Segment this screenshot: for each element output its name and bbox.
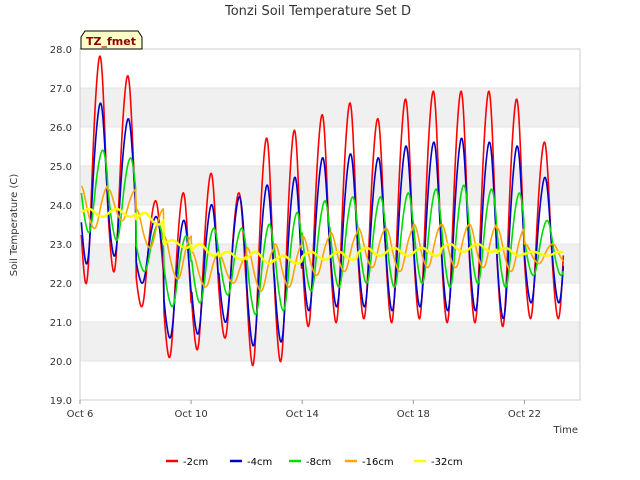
x-tick-label: Oct 14 bbox=[286, 409, 319, 420]
legend-label: -16cm bbox=[362, 457, 394, 468]
badge-box bbox=[80, 30, 143, 50]
y-tick-label: 20.0 bbox=[50, 357, 72, 368]
x-tick-label: Oct 6 bbox=[67, 409, 94, 420]
legend-label: -4cm bbox=[247, 457, 272, 468]
x-tick-label: Oct 22 bbox=[508, 409, 541, 420]
grid-band bbox=[80, 322, 580, 361]
plot-frame bbox=[79, 48, 581, 401]
y-axis-ticks: 19.0 20.0 21.0 22.0 23.0 24.0 25.0 26.0 27.0 28.0 bbox=[50, 45, 72, 407]
y-tick-label: 25.0 bbox=[50, 162, 72, 173]
x-axis-title: Time bbox=[553, 425, 578, 436]
y-tick-label: 19.0 bbox=[50, 396, 72, 407]
x-tick-label: Oct 10 bbox=[175, 409, 208, 420]
series-line-neg4cm bbox=[80, 102, 565, 347]
legend-label: -32cm bbox=[431, 457, 463, 468]
y-axis-title: Soil Temperature (C) bbox=[9, 174, 20, 277]
grid-band bbox=[80, 166, 580, 205]
legend-label: -8cm bbox=[306, 457, 331, 468]
x-tick-label: Oct 18 bbox=[397, 409, 430, 420]
chart-title: Tonzi Soil Temperature Set D bbox=[224, 4, 411, 19]
y-tick-label: 24.0 bbox=[50, 201, 72, 212]
series-layer bbox=[80, 55, 565, 367]
station-badge: TZ_fmet bbox=[80, 30, 143, 50]
series-line-neg2cm bbox=[80, 55, 565, 367]
y-tick-label: 22.0 bbox=[50, 279, 72, 290]
y-tick-label: 21.0 bbox=[50, 318, 72, 329]
y-tick-label: 26.0 bbox=[50, 123, 72, 134]
legend: -2cm -4cm -8cm -16cm -32cm bbox=[166, 457, 463, 468]
badge-label: TZ_fmet bbox=[86, 35, 136, 48]
y-tick-label: 27.0 bbox=[50, 84, 72, 95]
series-line-neg32cm bbox=[80, 207, 564, 265]
y-tick-label: 28.0 bbox=[50, 45, 72, 56]
y-tick-label: 23.0 bbox=[50, 240, 72, 251]
x-axis-ticks: Oct 6 Oct 10 Oct 14 Oct 18 Oct 22 bbox=[67, 400, 541, 420]
grid-band bbox=[80, 88, 580, 127]
legend-label: -2cm bbox=[183, 457, 208, 468]
